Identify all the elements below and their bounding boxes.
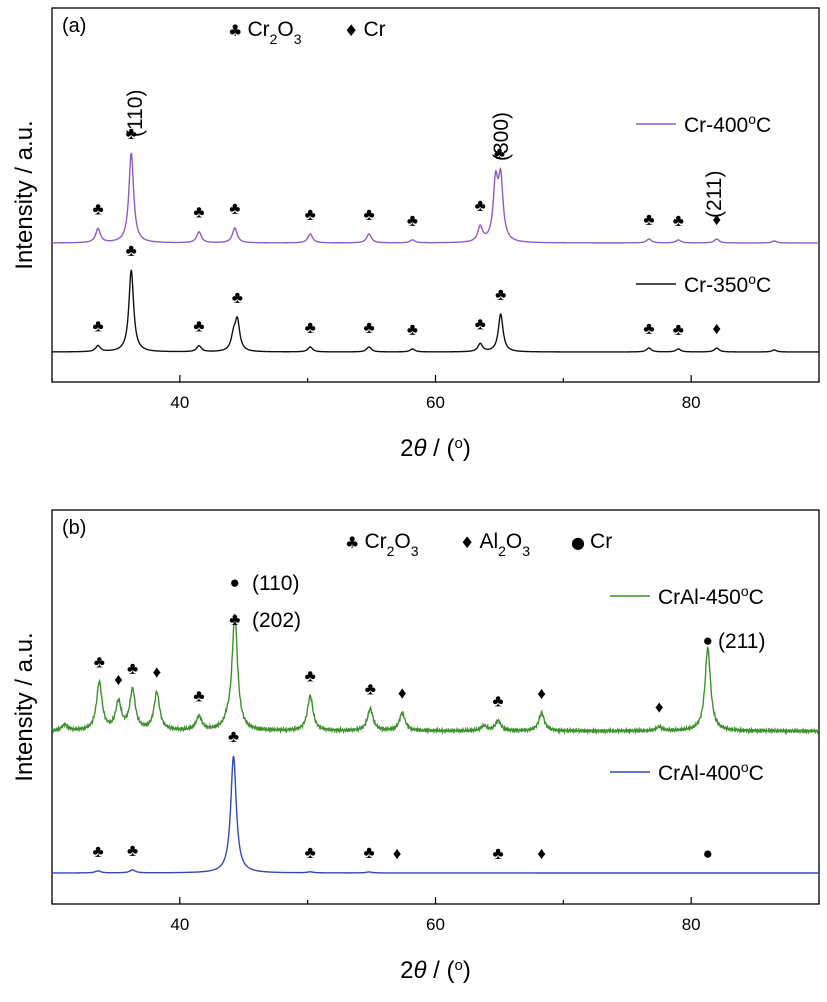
phase-legend-entry: ♣ Cr2O3 [228, 18, 302, 47]
phase-marker-icon: ♦ [398, 684, 407, 703]
phase-marker-icon: ♣ [127, 841, 138, 860]
phase-marker-icon: ♣ [228, 727, 239, 746]
phase-marker-icon: ♣ [94, 652, 105, 671]
phase-marker-icon: ♣ [643, 319, 654, 338]
phase-marker-icon: ♣ [407, 211, 418, 230]
phase-marker-icon: ♣ [193, 203, 204, 222]
phase-marker-icon: ♣ [495, 285, 506, 304]
phase-marker-icon: ♦ [393, 844, 402, 863]
phase-legend-entry: ♣ Cr2O3 [345, 530, 419, 559]
phase-marker-icon: ♣ [305, 843, 316, 862]
x-tick-label: 40 [170, 915, 189, 934]
series-legend-label: CrAl-400oC [658, 759, 764, 785]
phase-marker-icon: ● [703, 844, 713, 863]
series-line-a-0 [52, 152, 819, 244]
panel-label: (a) [62, 15, 86, 37]
phase-marker-icon: ♣ [126, 124, 137, 143]
phase-marker-icon: ♣ [643, 210, 654, 229]
phase-marker-icon: ♣ [232, 288, 243, 307]
phase-marker-icon: ♣ [229, 610, 240, 629]
phase-legend-entry: ♦ Al2O3 [460, 530, 530, 559]
x-axis-label: 2θ / (o) [400, 435, 471, 463]
series-legend-label: Cr-400oC [684, 111, 771, 137]
phase-marker-icon: ● [230, 573, 240, 592]
series-line-b-0 [51, 613, 820, 736]
phase-symbol-icon: ♦ [344, 21, 363, 40]
y-axis-label: Intensity / a.u. [11, 632, 38, 781]
phase-symbol-icon: ● [571, 533, 590, 552]
phase-marker-icon: ♦ [712, 210, 721, 229]
phase-marker-icon: ♣ [407, 320, 418, 339]
phase-marker-icon: ● [703, 631, 713, 650]
phase-marker-icon: ♦ [655, 698, 664, 717]
phase-legend-entry: ● Cr [571, 530, 612, 553]
phase-marker-icon: ♣ [494, 144, 505, 163]
phase-marker-icon: ♣ [92, 316, 103, 335]
phase-marker-icon: ♣ [475, 314, 486, 333]
phase-marker-icon: ♦ [152, 663, 161, 682]
phase-marker-icon: ♣ [363, 843, 374, 862]
x-tick-label: 60 [426, 915, 445, 934]
x-tick-label: 80 [682, 393, 701, 412]
miller-index-annotation: (202) [252, 609, 301, 632]
miller-index-annotation: (110) [252, 572, 299, 595]
x-tick-label: 40 [170, 393, 189, 412]
phase-marker-icon: ♦ [712, 319, 721, 338]
miller-index-annotation: (211) [718, 630, 765, 653]
phase-marker-icon: ♣ [305, 318, 316, 337]
series-line-a-1 [52, 269, 819, 353]
panel-b: 40 60 80 2θ / (o) Intensity / a.u. (b) ♣ Cr2O3… [11, 509, 820, 985]
phase-marker-icon: ♣ [673, 320, 684, 339]
miller-index-annotation: (110) [124, 90, 147, 137]
y-axis-label: Intensity / a.u. [11, 120, 38, 269]
phase-legend-entry: ♦ Cr [344, 18, 386, 41]
panel-label: (b) [62, 517, 86, 539]
phase-marker-icon: ♣ [493, 692, 504, 711]
phase-marker-icon: ♣ [363, 205, 374, 224]
phase-marker-icon: ♣ [92, 199, 103, 218]
phase-marker-icon: ♣ [193, 317, 204, 336]
phase-marker-icon: ♣ [92, 842, 103, 861]
phase-marker-icon: ♣ [363, 318, 374, 337]
phase-marker-icon: ♦ [114, 670, 123, 689]
phase-marker-icon: ♣ [493, 844, 504, 863]
phase-marker-icon: ♣ [305, 205, 316, 224]
phase-symbol-icon: ♦ [460, 533, 479, 552]
series-line-b-1 [51, 755, 819, 874]
miller-index-annotation: (300) [490, 112, 513, 161]
phase-marker-icon: ♦ [537, 684, 546, 703]
miller-index-annotation: (211) [703, 171, 726, 218]
phase-marker-icon: ♣ [229, 199, 240, 218]
panel-a: 40 60 80 2θ / (o) Intensity / a.u. (a) ♣ Cr2O3… [11, 7, 820, 463]
phase-marker-icon: ♣ [475, 196, 486, 215]
phase-marker-icon: ♣ [365, 680, 376, 699]
phase-marker-icon: ♣ [126, 241, 137, 260]
x-axis-label: 2θ / (o) [400, 957, 471, 985]
phase-marker-icon: ♣ [673, 211, 684, 230]
x-tick-label: 60 [426, 393, 445, 412]
x-tick-label: 80 [682, 915, 701, 934]
phase-marker-icon: ♦ [537, 844, 546, 863]
phase-marker-icon: ♣ [305, 667, 316, 686]
phase-symbol-icon: ♣ [228, 21, 247, 40]
phase-marker-icon: ♣ [127, 659, 138, 678]
series-legend-label: Cr-350oC [684, 271, 771, 297]
phase-symbol-icon: ♣ [345, 533, 364, 552]
phase-marker-icon: ♣ [193, 686, 204, 705]
series-legend-label: CrAl-450oC [658, 583, 764, 609]
